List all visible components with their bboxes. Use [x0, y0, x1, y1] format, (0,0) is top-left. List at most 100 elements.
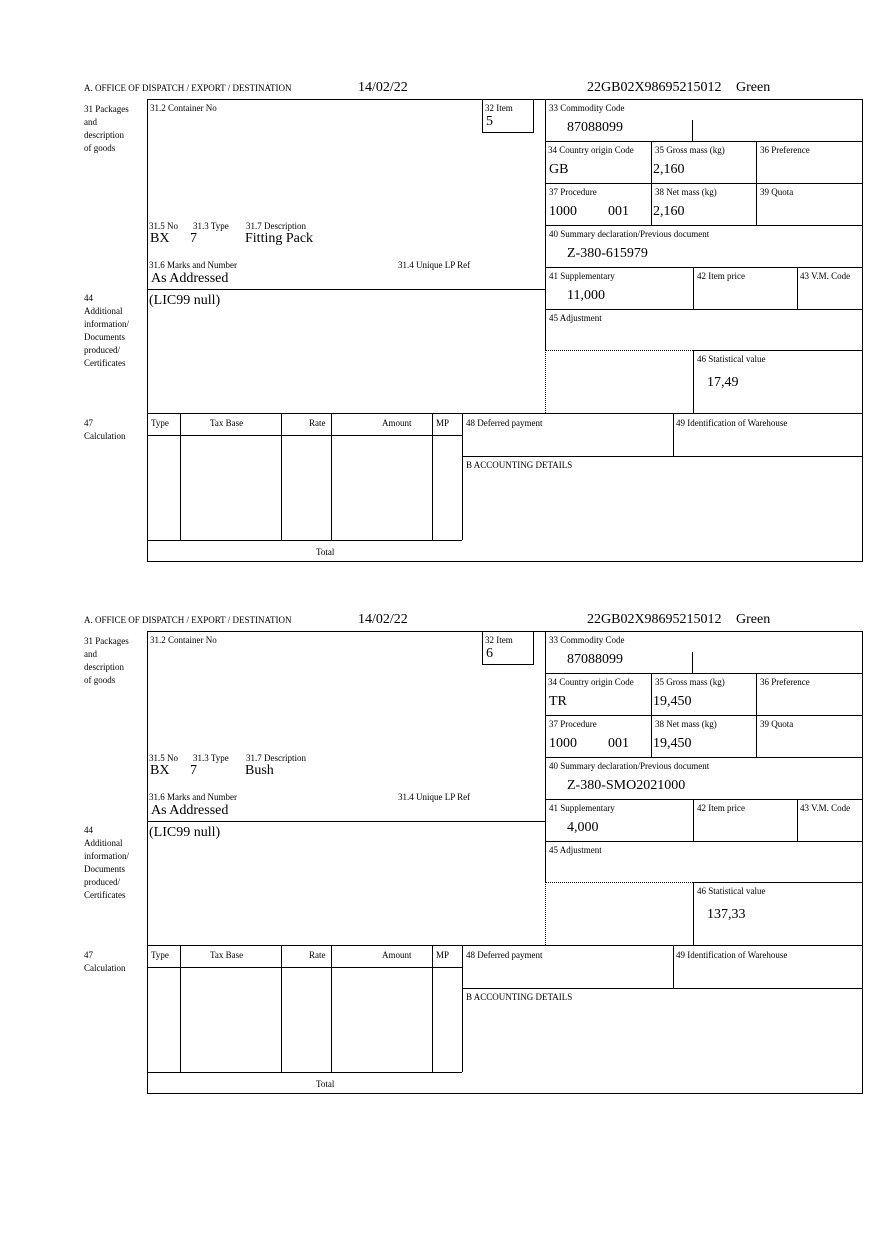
divider — [462, 456, 862, 457]
divider — [545, 799, 862, 800]
label-line: Certificates — [84, 358, 126, 368]
packages-label: 31 Packages and description of goods — [84, 103, 144, 155]
divider — [651, 141, 652, 225]
divider — [756, 141, 757, 225]
procedure-label: 37 Procedure — [549, 719, 597, 729]
divider — [797, 799, 798, 841]
divider — [180, 413, 181, 540]
calc-col-mp: MP — [436, 950, 450, 960]
divider — [545, 141, 862, 142]
label-line: description — [84, 130, 124, 140]
pkg-type-value: 7 — [190, 763, 197, 778]
vm-code-label: 43 V.M. Code — [800, 803, 851, 813]
divider — [545, 99, 546, 350]
divider — [147, 1072, 462, 1073]
additional-info-value: (LIC99 null) — [149, 293, 221, 308]
calc-label-number: 47 — [84, 418, 93, 428]
warehouse-label: 49 Identification of Warehouse — [676, 950, 788, 960]
total-label: Total — [316, 1079, 335, 1089]
net-mass-value: 2,160 — [653, 204, 685, 219]
container-label: 31.2 Container No — [150, 635, 217, 645]
label-line: of goods — [84, 675, 116, 685]
description-value: Fitting Pack — [245, 231, 314, 246]
calc-label: Calculation — [84, 431, 126, 441]
divider — [180, 945, 181, 1072]
calc-col-type: Type — [151, 950, 169, 960]
calc-col-rate: Rate — [309, 418, 326, 428]
divider — [545, 841, 862, 842]
description-label: 31.7 Description — [246, 753, 306, 763]
office-header: A. OFFICE OF DISPATCH / EXPORT / DESTINA… — [84, 83, 292, 93]
calc-col-mp: MP — [436, 418, 450, 428]
container-label: 31.2 Container No — [150, 103, 217, 113]
statistical-value: 137,33 — [707, 907, 746, 922]
pkg-type-label: 31.3 Type — [193, 753, 229, 763]
label-line: of goods — [84, 143, 116, 153]
net-mass-label: 38 Net mass (kg) — [655, 719, 717, 729]
divider — [693, 799, 694, 841]
divider — [545, 631, 546, 882]
dotted-divider — [545, 882, 546, 945]
supplementary-label: 41 Supplementary — [549, 271, 615, 281]
item-price-label: 42 Item price — [697, 803, 745, 813]
declaration-reference: 22GB02X98695215012 — [587, 612, 722, 627]
item-label: 32 Item — [485, 635, 513, 645]
calc-label: Calculation — [84, 963, 126, 973]
declaration-date: 14/02/22 — [358, 80, 408, 95]
label-line: produced/ — [84, 877, 120, 887]
divider — [147, 967, 462, 968]
divider — [545, 183, 862, 184]
commodity-value: 87088099 — [567, 652, 623, 667]
supplementary-label: 41 Supplementary — [549, 803, 615, 813]
pkg-no-value: BX — [150, 231, 170, 246]
divider — [693, 350, 862, 351]
divider — [331, 945, 332, 1072]
pkg-type-value: 7 — [190, 231, 197, 246]
preference-label: 36 Preference — [760, 145, 810, 155]
label-line: information/ — [84, 319, 129, 329]
divider — [545, 757, 862, 758]
gross-mass-label: 35 Gross mass (kg) — [655, 145, 725, 155]
procedure-additional-value: 001 — [608, 736, 629, 751]
divider — [545, 673, 862, 674]
label-line: Additional — [84, 838, 123, 848]
label-line: 44 — [84, 293, 93, 303]
declaration-item-block: A. OFFICE OF DISPATCH / EXPORT / DESTINA… — [0, 0, 882, 562]
divider — [462, 413, 463, 540]
net-mass-value: 19,450 — [653, 736, 692, 751]
pkg-no-value: BX — [150, 763, 170, 778]
divider — [693, 267, 694, 309]
divider — [693, 882, 862, 883]
calc-col-amount: Amount — [382, 418, 412, 428]
divider — [673, 945, 674, 988]
total-label: Total — [316, 547, 335, 557]
calc-col-amount: Amount — [382, 950, 412, 960]
origin-value: GB — [549, 162, 569, 177]
divider — [147, 821, 545, 822]
divider — [693, 882, 694, 945]
quota-label: 39 Quota — [760, 719, 794, 729]
divider — [462, 945, 463, 1072]
description-value: Bush — [245, 763, 274, 778]
office-header: A. OFFICE OF DISPATCH / EXPORT / DESTINA… — [84, 615, 292, 625]
label-line: produced/ — [84, 345, 120, 355]
supplementary-value: 11,000 — [567, 288, 605, 303]
gross-mass-label: 35 Gross mass (kg) — [655, 677, 725, 687]
adjustment-label: 45 Adjustment — [549, 313, 602, 323]
adjustment-label: 45 Adjustment — [549, 845, 602, 855]
dotted-divider — [545, 350, 693, 351]
divider — [147, 289, 545, 290]
label-line: 31 Packages — [84, 104, 129, 114]
label-line: and — [84, 117, 97, 127]
previous-doc-value: Z-380-615979 — [567, 246, 648, 261]
label-line: 44 — [84, 825, 93, 835]
calc-label-number: 47 — [84, 950, 93, 960]
gross-mass-value: 19,450 — [653, 694, 692, 709]
divider — [147, 435, 462, 436]
calc-col-tax-base: Tax Base — [210, 950, 244, 960]
quota-label: 39 Quota — [760, 187, 794, 197]
additional-info-value: (LIC99 null) — [149, 825, 221, 840]
packages-label: 31 Packages and description of goods — [84, 635, 144, 687]
marks-value: As Addressed — [151, 803, 229, 818]
procedure-label: 37 Procedure — [549, 187, 597, 197]
